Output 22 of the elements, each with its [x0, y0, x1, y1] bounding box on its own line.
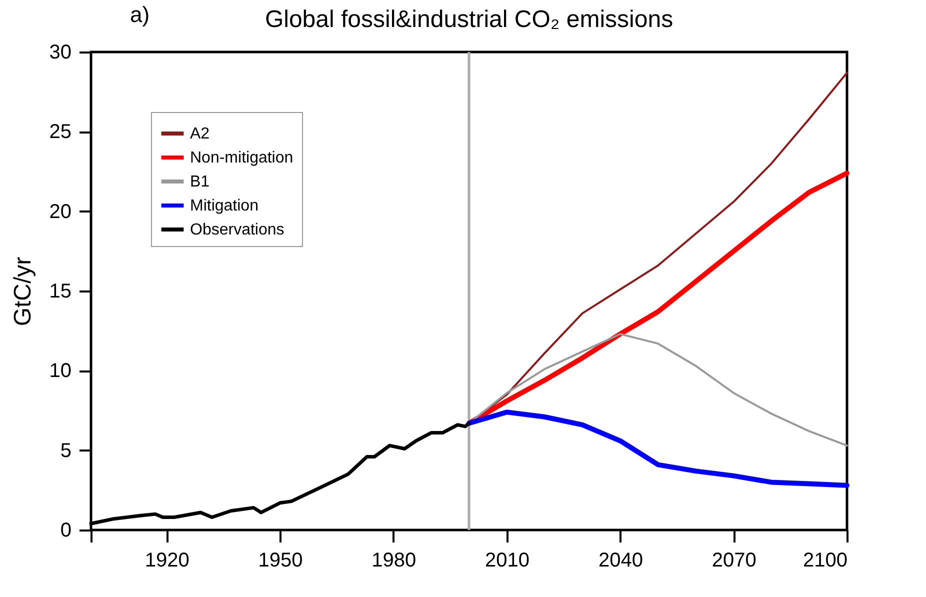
- y-axis-title: GtC/yr: [9, 256, 36, 326]
- x-tick-label: 1980: [372, 550, 416, 572]
- text: a): [130, 2, 150, 28]
- legend-label: Mitigation: [190, 198, 258, 214]
- legend-label: A2: [190, 126, 210, 142]
- x-tick-label: 2010: [485, 550, 530, 572]
- y-tick-label: 20: [49, 200, 72, 223]
- legend-label: B1: [190, 174, 210, 190]
- y-tick-label: 10: [49, 360, 72, 382]
- legend-label: Observations: [190, 222, 284, 238]
- y-tick-label: 5: [60, 440, 72, 462]
- chart-title: Global fossil&industrial CO₂ emissions: [264, 6, 674, 33]
- x-tick-label: 1920: [144, 550, 190, 572]
- legend-label: Non-mitigation: [190, 150, 294, 166]
- y-tick-label: 0: [60, 520, 72, 542]
- x-tick-label: 2040: [598, 550, 643, 572]
- x-tick-label: 2100: [803, 550, 848, 572]
- x-tick-label: 2070: [712, 550, 756, 572]
- y-tick-label: 25: [49, 121, 72, 144]
- x-tick-label: 1950: [258, 550, 303, 572]
- y-tick-label: 15: [49, 280, 72, 302]
- y-tick-label: 30: [49, 42, 72, 64]
